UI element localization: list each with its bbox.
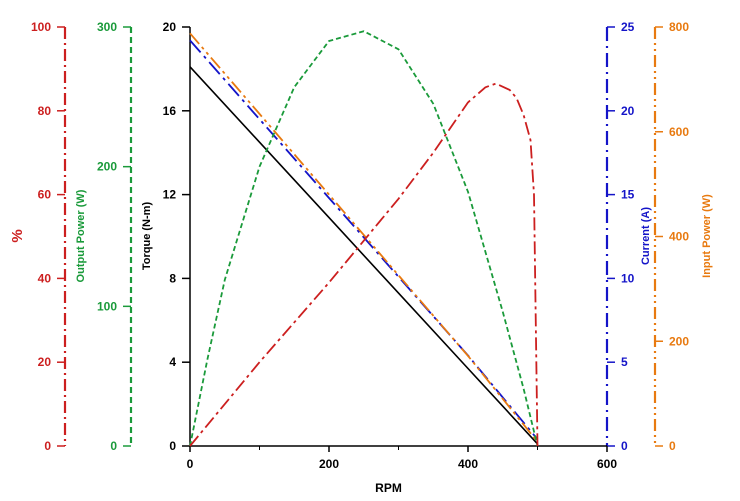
current-tick-label: 25 xyxy=(621,20,635,34)
current-tick-label: 10 xyxy=(621,271,635,285)
torque-tick-label: 20 xyxy=(163,20,177,34)
input-axis-title: Input Power (W) xyxy=(701,194,713,278)
x-tick-label: 200 xyxy=(319,457,339,471)
x-tick-label: 0 xyxy=(187,457,194,471)
input-tick-label: 400 xyxy=(669,230,689,244)
efficiency-tick-label: 100 xyxy=(31,20,51,34)
series-line-efficiency xyxy=(189,82,539,447)
current-tick-label: 20 xyxy=(621,104,635,118)
input-tick-label: 600 xyxy=(669,125,689,139)
input-tick-label: 800 xyxy=(669,20,689,34)
torque-tick-label: 8 xyxy=(169,271,176,285)
x-axis-title: RPM xyxy=(375,481,402,495)
series-line-output-power xyxy=(189,30,539,447)
x-tick-label: 600 xyxy=(597,457,617,471)
output-tick-label: 300 xyxy=(97,20,117,34)
efficiency-tick-label: 40 xyxy=(38,271,52,285)
series-line-input-power xyxy=(189,32,539,443)
input-tick-label: 0 xyxy=(669,439,676,453)
torque-tick-label: 16 xyxy=(163,104,177,118)
input-tick-label: 200 xyxy=(669,334,689,348)
output-tick-label: 100 xyxy=(97,299,117,313)
x-tick-label: 400 xyxy=(458,457,478,471)
torque-tick-label: 12 xyxy=(163,188,177,202)
efficiency-tick-label: 20 xyxy=(38,355,52,369)
output-tick-label: 0 xyxy=(110,439,117,453)
series-layer xyxy=(189,30,539,447)
torque-axis-title: Torque (N-m) xyxy=(141,202,153,271)
current-axis-title: Current (A) xyxy=(640,207,652,265)
current-tick-label: 0 xyxy=(621,439,628,453)
efficiency-tick-label: 80 xyxy=(38,104,52,118)
output-axis-title: Output Power (W) xyxy=(75,189,87,282)
output-tick-label: 200 xyxy=(97,160,117,174)
torque-tick-label: 4 xyxy=(169,355,176,369)
torque-tick-label: 0 xyxy=(169,439,176,453)
series-line-torque xyxy=(189,66,539,445)
efficiency-tick-label: 60 xyxy=(38,188,52,202)
efficiency-axis-title: % xyxy=(9,229,26,242)
current-tick-label: 15 xyxy=(621,188,635,202)
current-tick-label: 5 xyxy=(621,355,628,369)
efficiency-tick-label: 0 xyxy=(44,439,51,453)
